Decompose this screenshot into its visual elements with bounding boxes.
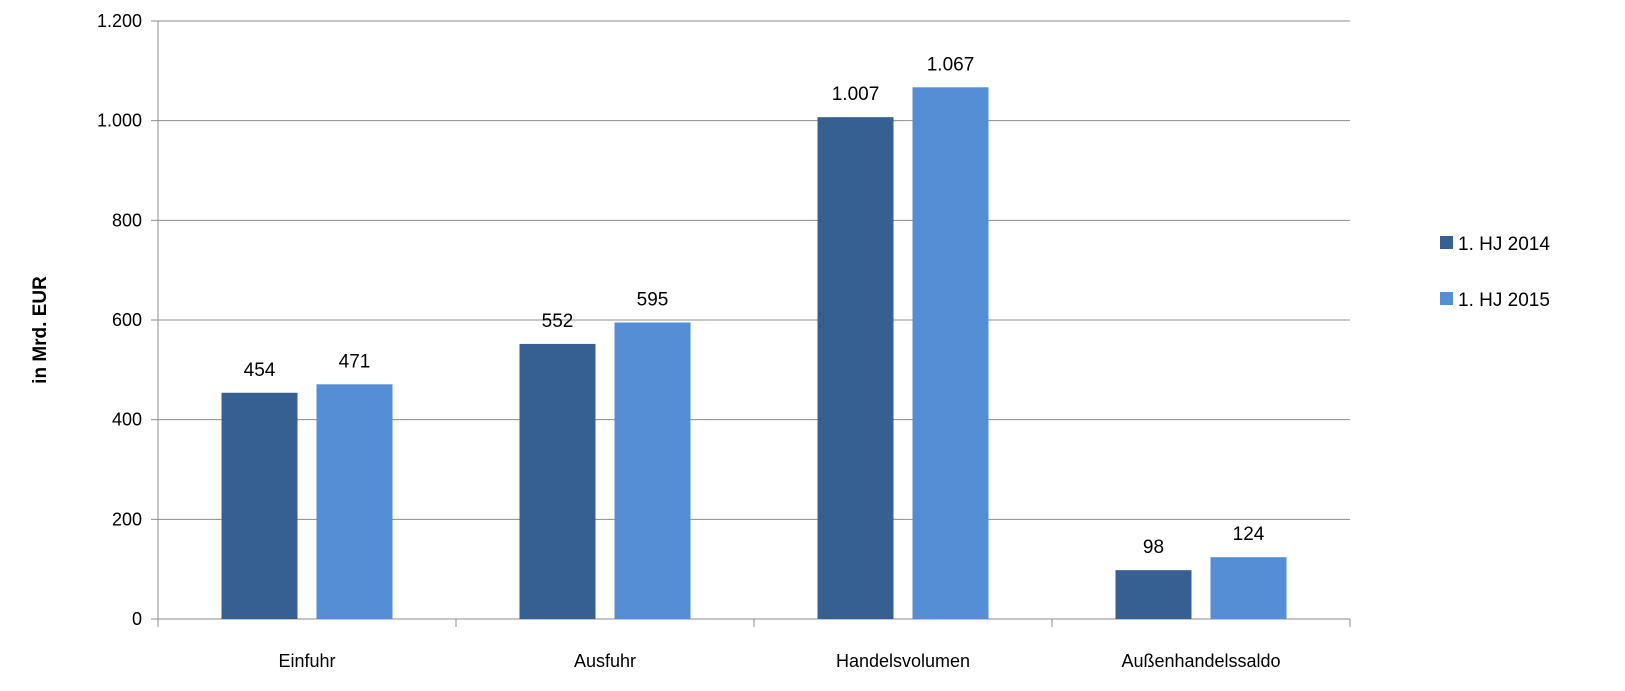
y-tick-label: 800 <box>112 210 142 230</box>
data-labels: 454 552 1.007 98 471 595 1.067 124 <box>244 54 1265 558</box>
x-tick-label: Ausfuhr <box>574 651 636 671</box>
x-tick-label: Handelsvolumen <box>836 651 970 671</box>
data-label: 454 <box>244 360 276 381</box>
x-tick-label: Außenhandelssaldo <box>1121 651 1280 671</box>
bar-hj-2014 <box>1115 570 1192 619</box>
data-label: 124 <box>1233 524 1265 545</box>
y-tick-label: 1.200 <box>97 11 142 31</box>
y-tick-label: 0 <box>132 609 142 629</box>
data-label: 1.007 <box>832 84 880 105</box>
y-tick-label: 200 <box>112 509 142 529</box>
bar-hj-2015 <box>1210 557 1287 619</box>
legend-swatch <box>1440 292 1453 305</box>
data-label: 1.067 <box>927 54 975 75</box>
legend-swatch <box>1440 236 1453 249</box>
bar-hj-2015 <box>912 87 989 620</box>
data-label: 471 <box>339 351 371 372</box>
y-axis-title: in Mrd. EUR <box>30 276 51 384</box>
y-tick-label: 1.000 <box>97 111 142 131</box>
bar-hj-2015 <box>614 322 691 619</box>
x-tick-label: Einfuhr <box>278 651 335 671</box>
data-label: 595 <box>637 289 669 310</box>
legend: 1. HJ 2014 1. HJ 2015 <box>1440 234 1550 311</box>
legend-label: 1. HJ 2014 <box>1458 234 1550 255</box>
bar-hj-2014 <box>817 117 894 619</box>
y-tick-label: 400 <box>112 410 142 430</box>
legend-label: 1. HJ 2015 <box>1458 290 1550 311</box>
bar-hj-2014 <box>221 392 298 619</box>
y-tick-label: 600 <box>112 310 142 330</box>
data-label: 98 <box>1143 537 1164 558</box>
bars <box>221 87 1287 620</box>
data-label: 552 <box>542 311 574 332</box>
bar-hj-2014 <box>519 343 596 619</box>
bar-hj-2015 <box>316 384 393 619</box>
